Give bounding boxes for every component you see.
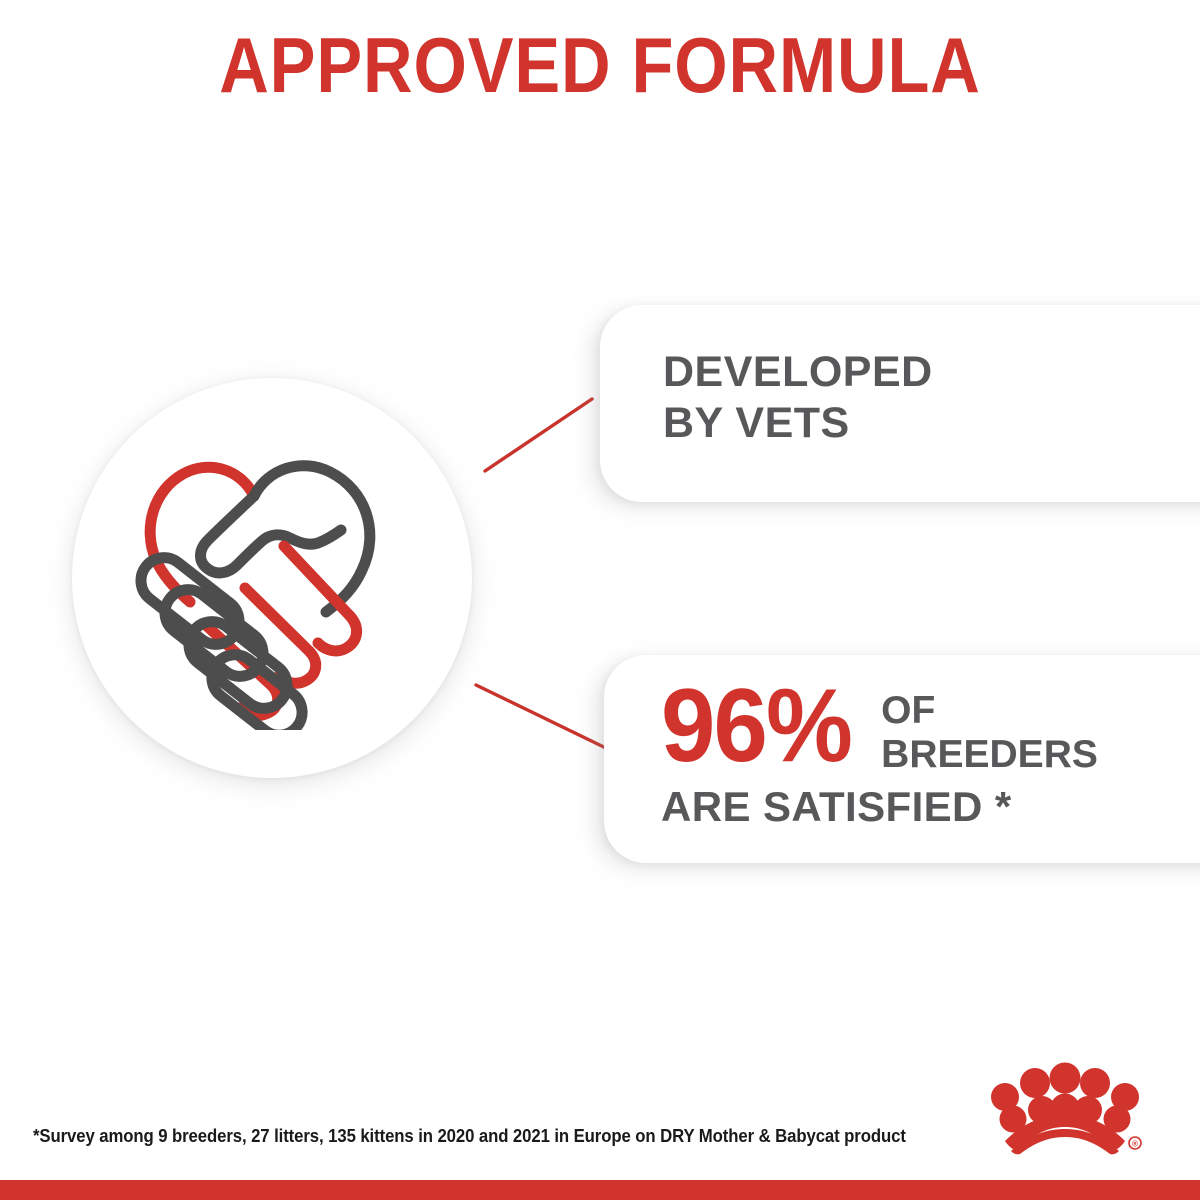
stat-row: 96% OF BREEDERS <box>661 668 1098 784</box>
card-breeders-satisfied: 96% OF BREEDERS ARE SATISFIED * <box>604 655 1200 863</box>
connector-line-vets <box>483 397 594 473</box>
stat-of-breeders-label: OF BREEDERS <box>881 689 1098 776</box>
connector-line-breeders <box>474 683 614 753</box>
royal-canin-crown-logo: ® <box>991 1062 1142 1155</box>
developed-by-vets-text: DEVELOPED BY VETS <box>663 348 933 447</box>
stat-are-satisfied-label: ARE SATISFIED * <box>661 783 1012 830</box>
handshake-heart-icon <box>135 460 376 730</box>
stat-percentage: 96% <box>661 668 853 784</box>
registered-mark: ® <box>1132 1140 1138 1149</box>
bottom-accent-bar <box>0 1180 1200 1200</box>
footnote-survey-disclaimer: *Survey among 9 breeders, 27 litters, 13… <box>33 1126 906 1146</box>
card-developed-by-vets: DEVELOPED BY VETS <box>600 305 1200 502</box>
page-title: APPROVED FORMULA <box>219 21 981 109</box>
